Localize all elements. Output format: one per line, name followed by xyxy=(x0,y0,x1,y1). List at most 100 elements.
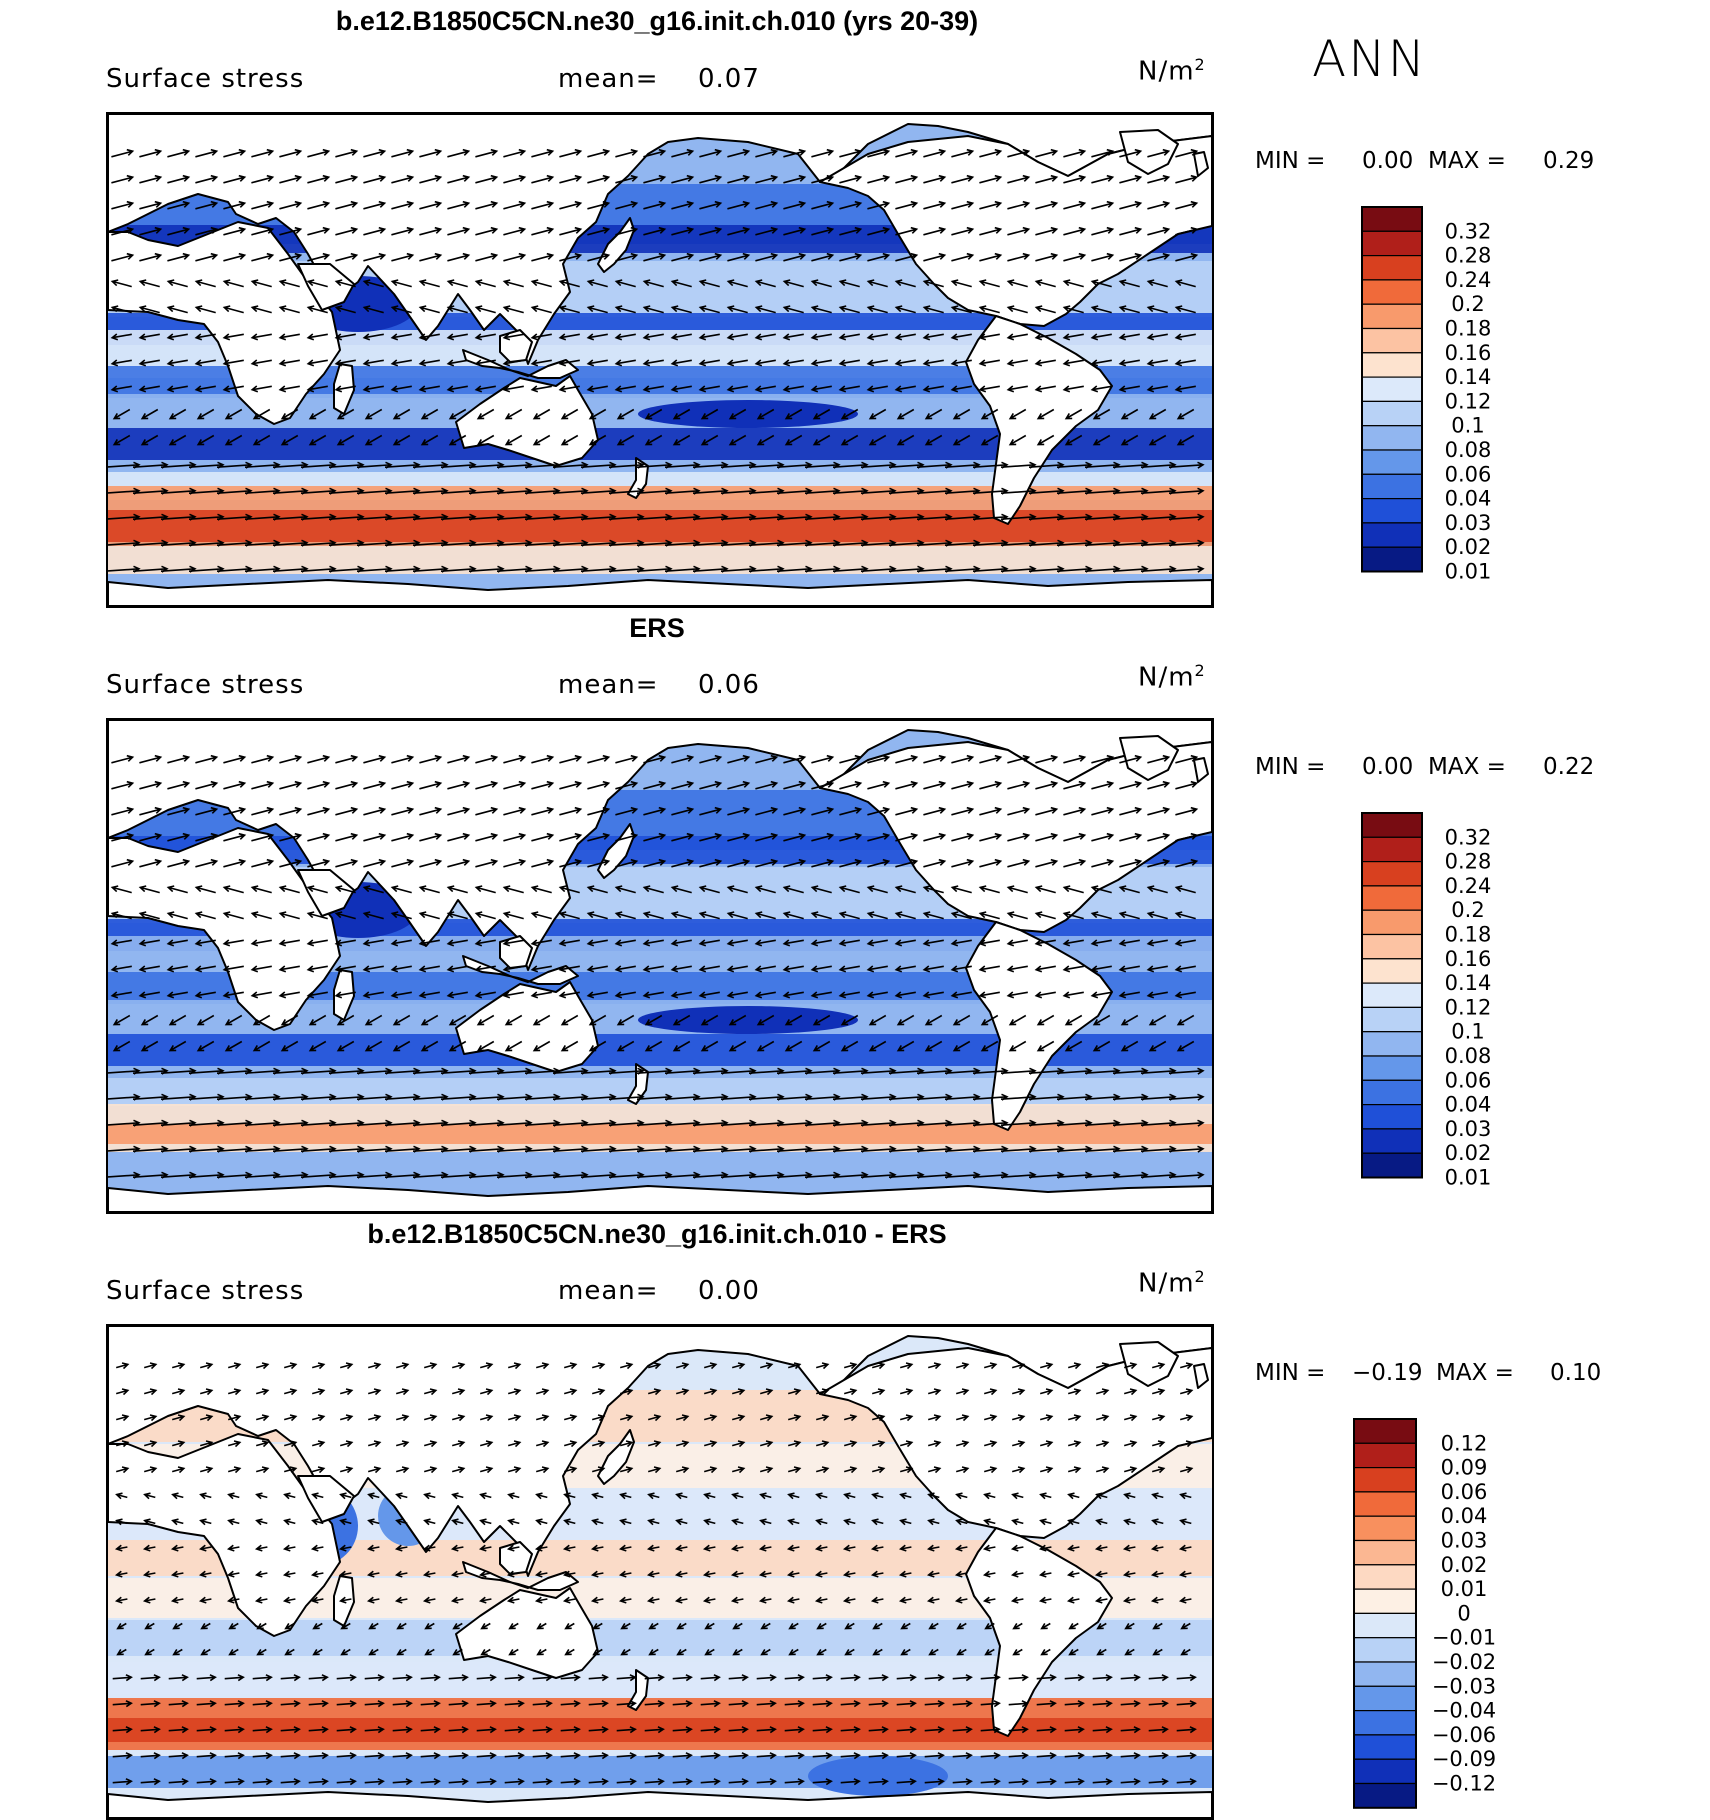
vector-arrow xyxy=(727,174,751,184)
vector-arrow xyxy=(784,1726,805,1734)
vector-arrow xyxy=(755,200,779,210)
vector-arrow xyxy=(140,1014,159,1026)
vector-arrow xyxy=(1179,1414,1194,1422)
vector-arrow xyxy=(199,1362,214,1370)
vector-arrow xyxy=(644,1014,663,1026)
vector-arrow xyxy=(616,434,635,446)
vector-arrow xyxy=(447,252,471,262)
panel-1-mean-value: 0.07 xyxy=(698,64,760,94)
vector-arrow xyxy=(1118,385,1140,393)
vector-arrow xyxy=(364,1040,383,1052)
vector-arrow xyxy=(703,1492,716,1500)
vector-arrow xyxy=(1119,754,1143,764)
vector-arrow xyxy=(451,1518,464,1526)
vector-arrow xyxy=(615,806,639,816)
vector-arrow xyxy=(1146,305,1168,314)
vector-arrow xyxy=(250,279,272,288)
colorbar-swatch xyxy=(1361,933,1423,960)
colorbar-swatch xyxy=(1361,230,1423,257)
vector-arrow xyxy=(530,965,552,973)
vector-arrow xyxy=(727,226,751,236)
vector-arrow xyxy=(363,226,387,236)
vector-arrow xyxy=(980,1014,999,1026)
land-australia xyxy=(455,1587,599,1679)
vector-arrow xyxy=(784,1674,805,1682)
vector-arrow xyxy=(367,1492,380,1500)
vector-arrow xyxy=(618,1570,632,1578)
vector-arrow xyxy=(1062,305,1084,314)
colorbar-swatch xyxy=(1361,327,1423,354)
vector-arrow xyxy=(1090,965,1112,973)
vector-arrow xyxy=(559,858,583,868)
vector-arrow xyxy=(671,754,695,764)
vector-arrow xyxy=(362,279,384,288)
vector-arrow xyxy=(170,1596,184,1604)
vector-arrow xyxy=(647,1388,662,1396)
vector-arrow xyxy=(866,991,888,999)
vector-arrow xyxy=(591,1388,606,1396)
vector-arrow xyxy=(307,832,331,842)
vector-arrow xyxy=(532,1752,553,1760)
vector-arrow xyxy=(1174,305,1196,314)
vector-arrow xyxy=(840,1040,859,1052)
vector-arrow xyxy=(619,1440,634,1448)
vector-arrow xyxy=(978,885,1000,894)
vector-arrow xyxy=(336,408,355,420)
vector-arrow xyxy=(363,200,387,210)
vector-arrow xyxy=(139,858,163,868)
vector-arrow xyxy=(419,174,443,184)
vector-arrow xyxy=(199,1440,214,1448)
vector-arrow xyxy=(530,911,552,920)
vector-arrow xyxy=(474,939,496,947)
colorbar-swatch xyxy=(1361,279,1423,305)
vector-arrow xyxy=(559,174,583,184)
vector-arrow xyxy=(979,832,1003,842)
vector-arrow xyxy=(950,965,972,973)
vector-arrow xyxy=(586,885,608,894)
colorbar-swatch xyxy=(1361,498,1423,524)
vector-arrow xyxy=(502,991,524,999)
vector-arrow xyxy=(978,991,1000,999)
colorbar-tick-label: 0.32 xyxy=(1445,219,1492,243)
vector-arrow xyxy=(390,305,412,314)
vector-arrow xyxy=(726,359,748,367)
vector-arrow xyxy=(251,200,275,210)
vector-arrow xyxy=(983,1362,998,1370)
vector-arrow xyxy=(366,1544,380,1552)
vector-arrow xyxy=(1146,939,1168,947)
vector-arrow xyxy=(420,1700,441,1708)
vector-arrow xyxy=(839,200,863,210)
vector-arrow xyxy=(812,1752,833,1760)
vector-arrow xyxy=(899,1388,914,1396)
vector-arrow xyxy=(1067,1492,1080,1500)
vector-arrow xyxy=(615,754,639,764)
vector-arrow xyxy=(1036,1040,1055,1052)
vector-arrow xyxy=(732,1648,743,1656)
vector-arrow xyxy=(559,200,583,210)
colorbar-swatch xyxy=(1361,982,1423,1009)
vector-arrow xyxy=(475,200,499,210)
vector-arrow xyxy=(366,1596,380,1604)
vector-arrow xyxy=(811,806,835,816)
vector-arrow xyxy=(1034,359,1056,367)
vector-arrow xyxy=(815,1414,830,1422)
vector-arrow xyxy=(1118,939,1140,947)
vector-arrow xyxy=(224,1014,243,1026)
vector-arrow xyxy=(1090,939,1112,947)
vector-arrow xyxy=(279,858,303,868)
vector-arrow xyxy=(726,885,748,894)
vector-arrow xyxy=(586,911,608,920)
vector-arrow xyxy=(143,1518,156,1526)
vector-arrow xyxy=(196,1726,217,1734)
vector-arrow xyxy=(363,858,387,868)
vector-arrow xyxy=(307,226,331,236)
vector-arrow xyxy=(924,1726,945,1734)
vector-arrow xyxy=(222,911,244,920)
vector-arrow xyxy=(1010,1596,1024,1604)
vector-arrow xyxy=(586,333,608,341)
vector-arrow xyxy=(340,1648,351,1656)
vector-arrow xyxy=(558,885,580,894)
vector-arrow xyxy=(670,333,692,341)
vector-arrow xyxy=(306,359,328,367)
panel-3-mean-label: mean= xyxy=(558,1276,659,1306)
